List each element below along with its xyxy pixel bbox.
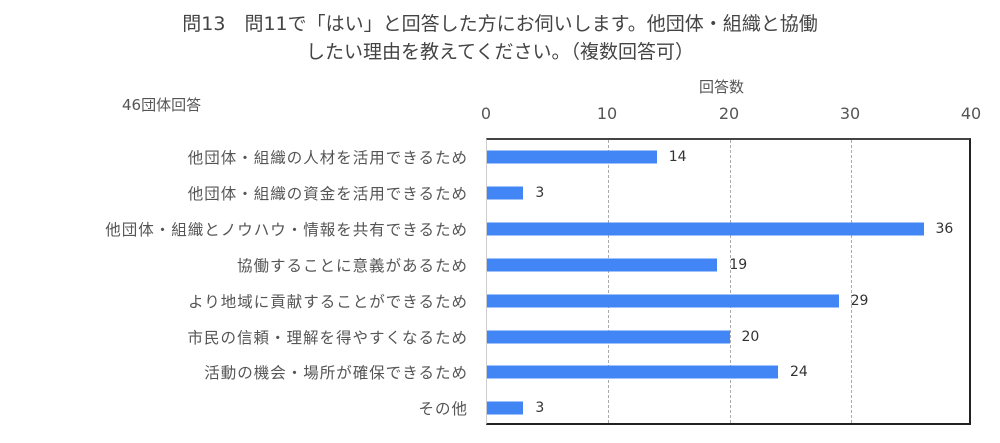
chart-title-line-1: 問13 問11で「はい」と回答した方にお伺いします。他団体・組織と協働	[182, 13, 818, 35]
bar-value-label: 24	[790, 364, 808, 381]
category-label: 協働することに意義があるため	[236, 256, 468, 275]
bar	[487, 258, 718, 272]
category-label: その他	[418, 400, 468, 419]
bar	[487, 330, 730, 343]
x-tick: 10	[596, 104, 618, 123]
x-tick: 20	[718, 104, 740, 123]
bar-value-label: 20	[741, 328, 760, 345]
x-tick: 30	[839, 104, 861, 123]
bar-value-label: 19	[729, 256, 748, 273]
bar	[487, 222, 924, 236]
gridline	[851, 140, 852, 423]
chart-title-line-2: したい理由を教えてください。（複数回答可）	[306, 41, 694, 63]
bar-value-label: 14	[668, 149, 687, 165]
x-tick: 0	[480, 104, 492, 123]
category-label: 他団体・組織の人材を活用できるため	[187, 149, 468, 167]
category-label: 他団体・組織とノウハウ・情報を共有できるため	[105, 220, 468, 239]
bar	[487, 401, 524, 415]
respondents-note: 46団体回答	[122, 96, 202, 114]
x-tick: 40	[960, 104, 982, 123]
bar	[487, 294, 839, 308]
gridline	[608, 140, 609, 423]
category-label: 市民の信頼・理解を得やすくなるため	[187, 328, 468, 347]
plot-area	[486, 138, 971, 425]
bar	[487, 186, 524, 200]
gridline	[730, 140, 731, 423]
category-label: 活動の機会・場所が確保できるため	[204, 364, 468, 383]
bar-value-label: 29	[850, 292, 869, 309]
category-label: より地域に貢献することができるため	[188, 292, 468, 311]
bar-value-label: 36	[935, 220, 954, 237]
x-axis-label: 回答数	[699, 78, 745, 96]
bar	[487, 365, 778, 379]
category-label: 他団体・組織の資金を活用できるため	[187, 184, 468, 203]
bar-value-label: 3	[535, 184, 545, 201]
bar-value-label: 3	[535, 400, 545, 417]
bar	[487, 150, 657, 164]
